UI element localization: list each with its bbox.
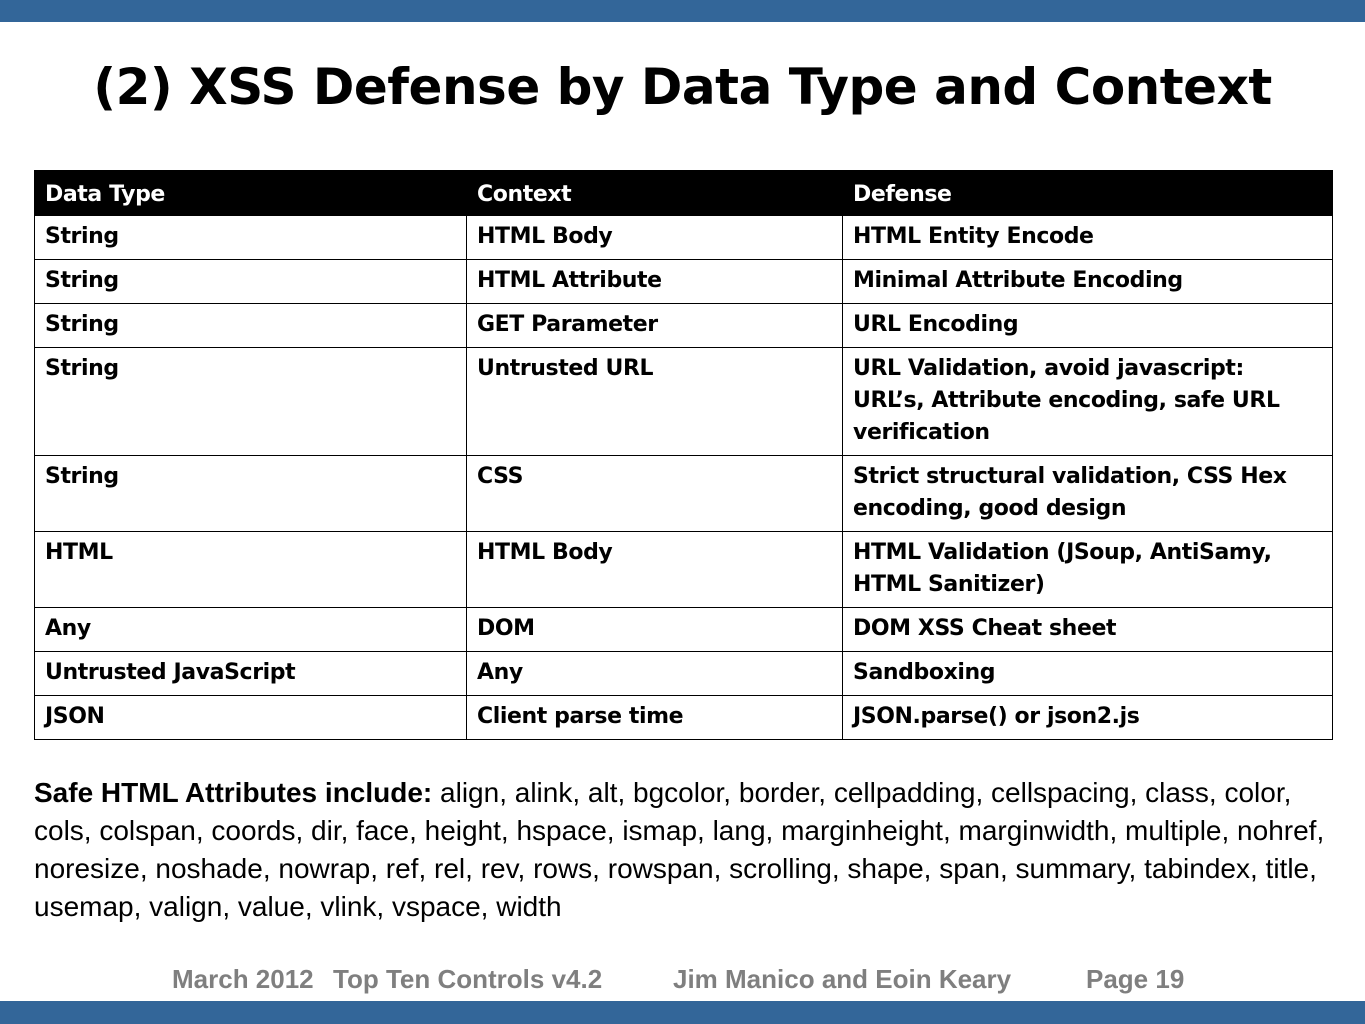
table-header-row: Data Type Context Defense [34, 170, 1333, 216]
bottom-accent-bar [0, 1001, 1365, 1024]
cell-defense: Minimal Attribute Encoding [842, 259, 1333, 304]
cell-context: HTML Attribute [466, 259, 843, 304]
cell-defense: URL Validation, avoid javascript: URL’s,… [842, 347, 1333, 456]
cell-context: DOM [466, 607, 843, 652]
table-row: Any DOM DOM XSS Cheat sheet [34, 607, 1333, 652]
footer-deck: Top Ten Controls v4.2 [333, 964, 603, 994]
table-row: Untrusted JavaScript Any Sandboxing [34, 651, 1333, 696]
footer-authors: Jim Manico and Eoin Keary [673, 964, 1012, 994]
footer-date: March 2012 [172, 964, 314, 994]
cell-defense: HTML Entity Encode [842, 215, 1333, 260]
cell-context: GET Parameter [466, 303, 843, 348]
cell-data-type: String [34, 259, 467, 304]
table-row: String CSS Strict structural validation,… [34, 455, 1333, 532]
cell-data-type: String [34, 455, 467, 532]
safe-attributes-list: align, alink, alt, bgcolor, border, cell… [34, 777, 1325, 922]
table-row: String Untrusted URL URL Validation, avo… [34, 347, 1333, 456]
top-accent-bar [0, 0, 1365, 22]
slide-footer: March 2012 Top Ten Controls v4.2 Jim Man… [0, 960, 1365, 1000]
header-data-type: Data Type [34, 170, 467, 216]
cell-defense: HTML Validation (JSoup, AntiSamy, HTML S… [842, 531, 1333, 608]
cell-context: HTML Body [466, 215, 843, 260]
cell-context: Any [466, 651, 843, 696]
cell-defense: Sandboxing [842, 651, 1333, 696]
table-row: HTML HTML Body HTML Validation (JSoup, A… [34, 531, 1333, 608]
cell-data-type: Any [34, 607, 467, 652]
safe-attributes-paragraph: Safe HTML Attributes include: align, ali… [34, 774, 1334, 926]
table-row: JSON Client parse time JSON.parse() or j… [34, 695, 1333, 740]
cell-context: Untrusted URL [466, 347, 843, 456]
cell-data-type: JSON [34, 695, 467, 740]
cell-defense: URL Encoding [842, 303, 1333, 348]
xss-defense-table: Data Type Context Defense String HTML Bo… [34, 170, 1333, 740]
cell-defense: Strict structural validation, CSS Hex en… [842, 455, 1333, 532]
cell-data-type: HTML [34, 531, 467, 608]
cell-defense: JSON.parse() or json2.js [842, 695, 1333, 740]
header-context: Context [466, 170, 843, 216]
cell-data-type: String [34, 347, 467, 456]
cell-context: Client parse time [466, 695, 843, 740]
cell-context: HTML Body [466, 531, 843, 608]
table-row: String HTML Attribute Minimal Attribute … [34, 259, 1333, 304]
cell-data-type: String [34, 303, 467, 348]
table-row: String GET Parameter URL Encoding [34, 303, 1333, 348]
cell-data-type: String [34, 215, 467, 260]
cell-data-type: Untrusted JavaScript [34, 651, 467, 696]
cell-defense: DOM XSS Cheat sheet [842, 607, 1333, 652]
footer-page-number: Page 19 [1086, 964, 1185, 994]
slide-title: (2) XSS Defense by Data Type and Context [93, 58, 1272, 116]
header-defense: Defense [842, 170, 1333, 216]
safe-attributes-label: Safe HTML Attributes include: [34, 777, 433, 808]
table-row: String HTML Body HTML Entity Encode [34, 215, 1333, 260]
cell-context: CSS [466, 455, 843, 532]
